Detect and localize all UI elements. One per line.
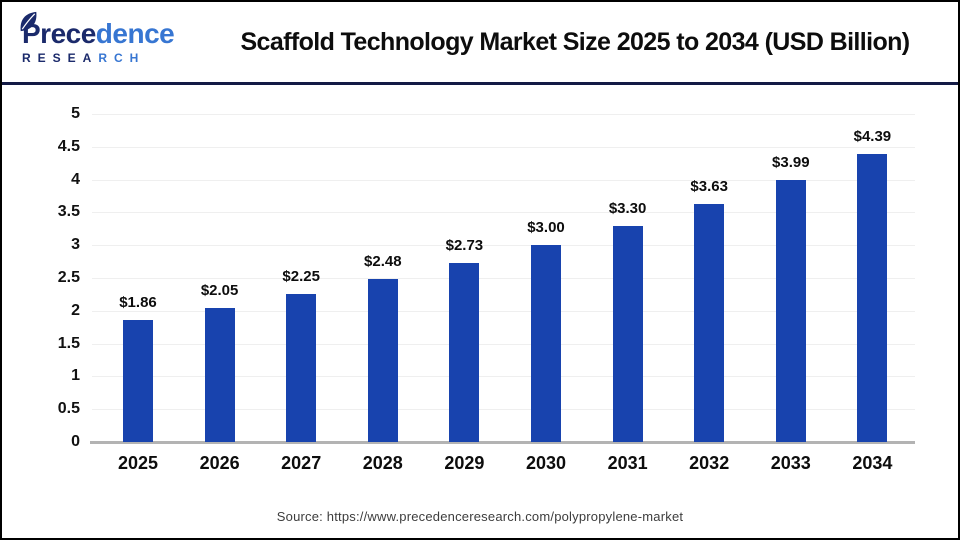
header-divider [2,82,958,85]
y-tick-label: 3.5 [57,203,80,221]
page-title: Scaffold Technology Market Size 2025 to … [240,27,910,56]
bar [531,245,561,442]
bar-value-label: $2.05 [200,281,239,299]
brand-logo: Precedence RESEARCH [2,11,222,65]
x-tick-label: 2033 [770,453,811,473]
bar-value-label: $2.25 [282,268,320,286]
gridline [92,310,915,312]
y-tick-label: 4.5 [57,137,80,155]
header: Precedence RESEARCH Scaffold Technology … [2,2,958,82]
x-tick-label: 2031 [607,453,648,473]
x-tick-label: 2034 [852,453,893,473]
gridline [92,409,915,411]
bar-value-label: $4.39 [853,128,892,146]
y-tick-label: 2.5 [57,269,80,286]
leaf-icon [20,11,37,31]
y-tick-label: 3 [71,236,80,254]
bar [857,154,888,442]
gridline [92,278,915,279]
x-tick-label: 2029 [444,453,485,473]
y-tick-label: 5 [71,105,80,122]
bar [204,307,235,442]
x-tick-label: 2026 [199,453,240,473]
x-tick-label: 2025 [117,453,159,473]
bar [123,319,153,442]
y-tick-label: 0.5 [57,400,80,418]
brand-name-part1: Prece [22,17,96,49]
x-tick-label: 2027 [281,453,322,473]
brand-subtitle: RESEARCH [22,51,222,65]
bar-value-label: $3.00 [527,219,565,237]
brand-subtitle-part1: RESEA [22,50,99,65]
source-text: Source: https://www.precedenceresearch.c… [276,509,684,524]
bar [694,203,725,442]
bar [286,294,317,442]
bar-value-label: $2.48 [364,253,402,271]
gridline [92,114,915,115]
gridline [92,376,915,378]
brand-name: Precedence [22,17,222,49]
y-tick-label: 4 [71,170,80,188]
bar-value-label: $1.86 [119,293,157,311]
bar [449,262,480,442]
y-tick-label: 0 [71,433,80,450]
brand-subtitle-part2: RCH [98,50,146,65]
bar [775,180,806,442]
gridline [92,343,915,345]
bar-value-label: $3.30 [608,199,647,217]
gridline [92,245,915,247]
x-axis-line [90,441,915,444]
bar-value-label: $3.99 [772,154,810,172]
brand-name-part2: dence [95,17,175,49]
gridline [92,179,915,181]
y-tick-label: 1 [71,367,80,385]
x-tick-label: 2032 [689,453,730,473]
x-tick-label: 2028 [362,453,403,473]
x-tick-label: 2030 [525,453,567,473]
y-tick-label: 2 [71,301,80,319]
gridline [92,146,915,148]
bar-value-label: $2.73 [445,236,484,254]
chart-area: 5 4.5 4 3.5 3 2.5 2 1.5 1 0.5 0 $1.86 2025 $2.05 2026 $… [2,85,958,538]
title-container: Scaffold Technology Market Size 2025 to … [222,28,958,57]
gridline [92,212,915,214]
bar [367,279,398,442]
bar-value-label: $3.63 [690,177,728,195]
y-tick-label: 1.5 [57,334,80,352]
bar [612,225,643,442]
